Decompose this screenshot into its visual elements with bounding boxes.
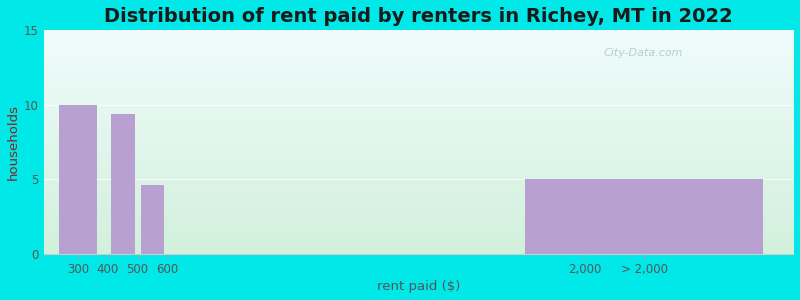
Y-axis label: households: households <box>7 104 20 180</box>
Bar <box>525 179 763 254</box>
Bar <box>58 105 98 254</box>
X-axis label: rent paid ($): rent paid ($) <box>377 280 460 293</box>
Text: City-Data.com: City-Data.com <box>603 48 683 58</box>
Title: Distribution of rent paid by renters in Richey, MT in 2022: Distribution of rent paid by renters in … <box>104 7 733 26</box>
Bar <box>111 114 134 254</box>
Bar <box>141 185 165 254</box>
